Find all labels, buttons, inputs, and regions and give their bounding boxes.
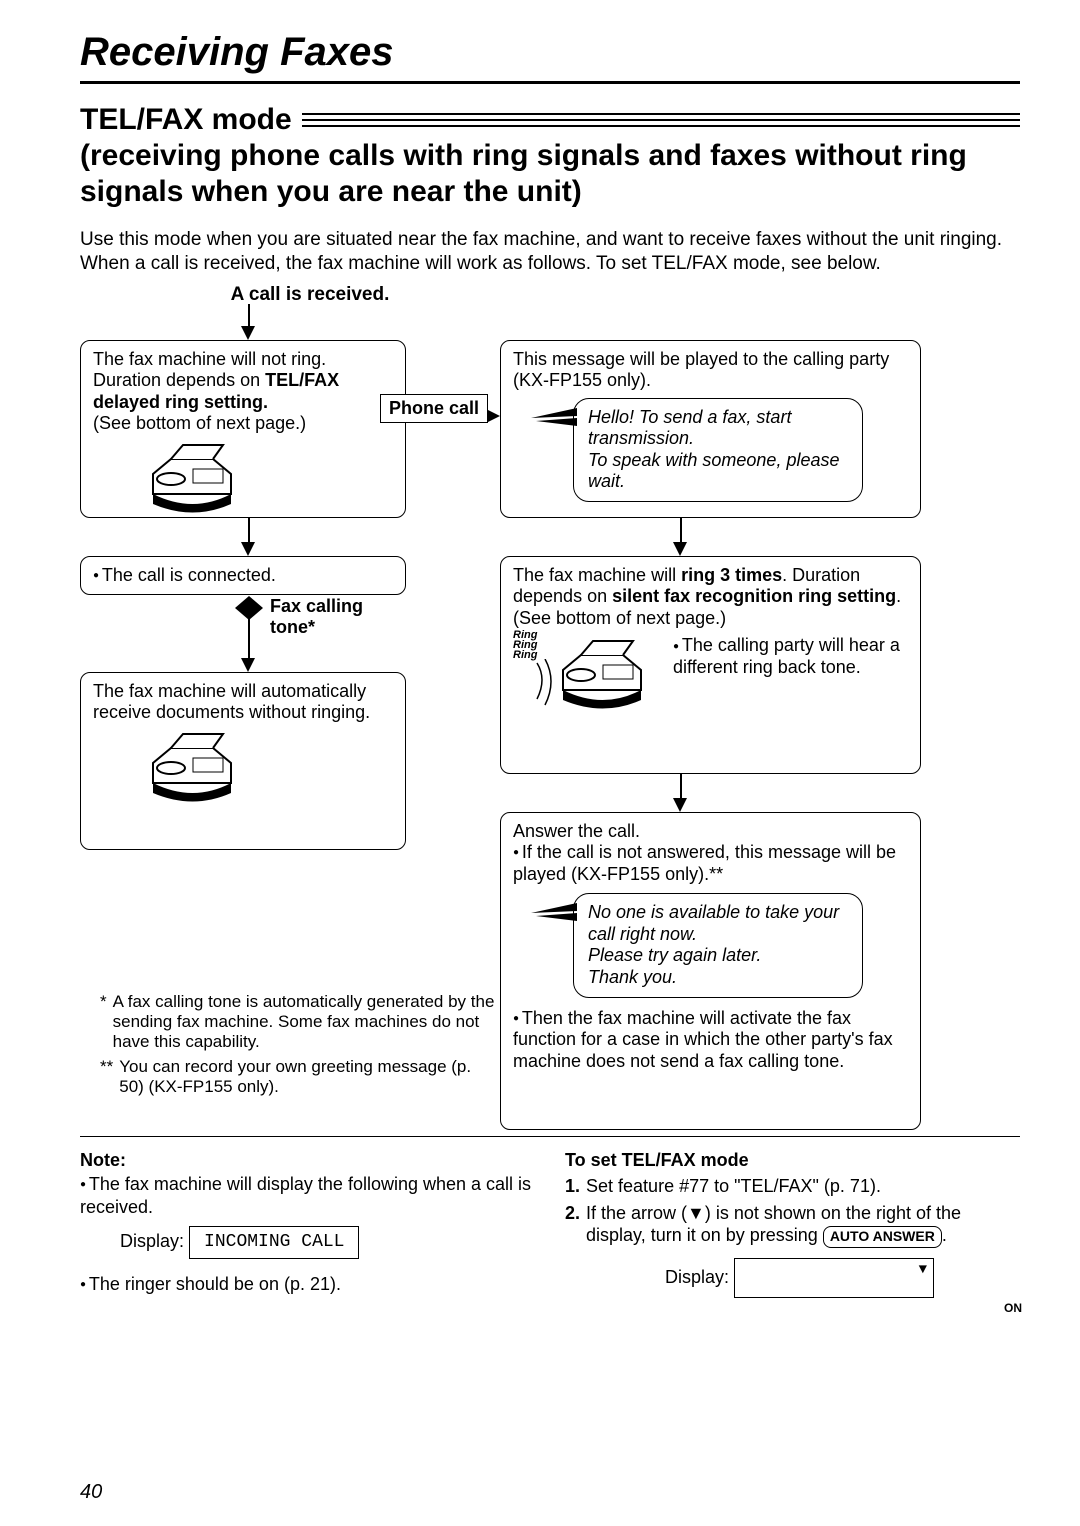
intro-paragraph: Use this mode when you are situated near… bbox=[80, 228, 1020, 276]
display-arrow: ▼ bbox=[734, 1258, 934, 1298]
ring-lines-icon bbox=[533, 659, 557, 709]
chapter-title: Receiving Faxes bbox=[80, 30, 1020, 84]
page-number: 40 bbox=[80, 1481, 102, 1504]
note-column: Note: The fax machine will display the f… bbox=[80, 1149, 535, 1298]
display-label-2: Display: bbox=[665, 1266, 729, 1286]
box-answer-call: Answer the call. If the call is not answ… bbox=[500, 812, 921, 1130]
note-label: Note: bbox=[80, 1150, 126, 1170]
set-mode-title: To set TEL/FAX mode bbox=[565, 1150, 749, 1170]
box-auto-receive: The fax machine will automatically recei… bbox=[80, 672, 406, 850]
call-received-label: A call is received. bbox=[180, 284, 440, 306]
speech-tail-icon bbox=[531, 408, 577, 428]
decorative-lines bbox=[302, 113, 1020, 127]
section-header: TEL/FAX mode (receiving phone calls with… bbox=[80, 102, 1020, 210]
ring-text: Ring Ring Ring bbox=[513, 631, 537, 661]
box-ring-3-times: The fax machine will ring 3 times. Durat… bbox=[500, 556, 921, 774]
no-answer-bubble: No one is available to take your call ri… bbox=[573, 893, 863, 997]
box-no-ring: The fax machine will not ring. Duration … bbox=[80, 340, 406, 518]
fax-machine-icon bbox=[143, 439, 253, 519]
divider bbox=[80, 1136, 1020, 1137]
diamond-marker-icon bbox=[235, 596, 263, 620]
flowchart: The fax machine will not ring. Duration … bbox=[80, 306, 1020, 1126]
display-incoming-call: INCOMING CALL bbox=[189, 1226, 359, 1259]
fax-machine-icon bbox=[143, 728, 253, 808]
box-call-connected: The call is connected. bbox=[80, 556, 406, 596]
speech-tail-icon bbox=[531, 903, 577, 923]
greeting-bubble: Hello! To send a fax, start transmission… bbox=[573, 398, 863, 502]
phone-call-label: Phone call bbox=[380, 394, 488, 423]
set-mode-column: To set TEL/FAX mode 1.Set feature #77 to… bbox=[565, 1149, 1020, 1298]
display-label: Display: bbox=[120, 1231, 184, 1251]
fax-machine-icon bbox=[553, 635, 663, 715]
auto-answer-button: AUTO ANSWER bbox=[823, 1226, 942, 1248]
mode-title: TEL/FAX mode bbox=[80, 102, 292, 138]
footnotes: *A fax calling tone is automatically gen… bbox=[80, 992, 500, 1102]
on-label: ON bbox=[1004, 1301, 1022, 1316]
fax-tone-label: Fax calling tone* bbox=[270, 596, 390, 638]
section-subtitle: (receiving phone calls with ring signals… bbox=[80, 138, 1020, 210]
box-message-played: This message will be played to the calli… bbox=[500, 340, 921, 518]
